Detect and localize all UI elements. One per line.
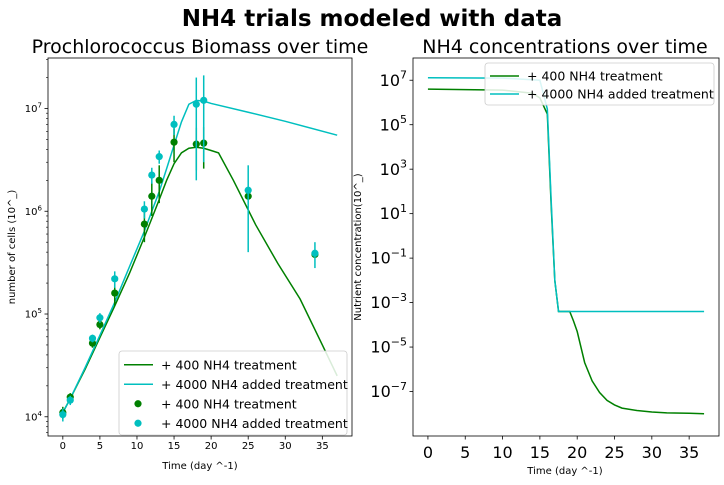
- nh4-x-tick-label: 20: [567, 443, 587, 462]
- nh4-y-tick-label: 105: [380, 113, 407, 134]
- biomass-data-point: [66, 396, 74, 404]
- nh4-legend-box: [484, 62, 715, 106]
- biomass-series-line-1: [62, 99, 338, 413]
- biomass-data-point: [111, 275, 119, 283]
- biomass-plot-frame: [47, 57, 353, 437]
- nh4-y-axis-label: Nutrient concentration(10^_): [353, 173, 364, 320]
- nh4-y-tick-label: 107: [380, 69, 407, 90]
- biomass-y-tick-label: 105: [25, 307, 42, 321]
- biomass-legend-label: + 4000 NH4 added treatment: [161, 416, 348, 431]
- biomass-data-point: [192, 100, 200, 108]
- biomass-data-point: [59, 410, 67, 419]
- biomass-data-point: [244, 186, 252, 194]
- biomass-y-axis-label: number of cells (10^_): [7, 190, 18, 305]
- nh4-x-tick-label: 5: [460, 443, 470, 462]
- nh4-y-tick-label: 10−1: [370, 247, 407, 268]
- biomass-data-point: [140, 220, 148, 228]
- biomass-legend-swatch: [134, 400, 142, 408]
- biomass-data-point: [148, 171, 156, 179]
- nh4-series-line-1: [427, 76, 705, 313]
- nh4-legend-label: + 400 NH4 treatment: [527, 69, 663, 84]
- biomass-data-point: [96, 320, 104, 329]
- nh4-chart: NH4 concentrations over time 0 5 10 15 20 25 3…: [353, 36, 720, 477]
- biomass-data-point: [88, 334, 97, 342]
- biomass-data-point: [311, 249, 319, 257]
- biomass-data-point: [111, 289, 119, 297]
- nh4-legend-label: + 4000 NH4 added treatment: [527, 87, 714, 102]
- nh4-y-tick-label: 101: [380, 202, 407, 223]
- biomass-data-point: [140, 205, 148, 213]
- biomass-series-line-0: [62, 146, 338, 413]
- nh4-y-tick-label: 10−7: [370, 380, 407, 401]
- biomass-x-tick-label: 30: [279, 441, 292, 452]
- biomass-x-tick-label: 25: [242, 441, 255, 452]
- nh4-x-tick-label: 30: [642, 443, 662, 462]
- biomass-legend-swatch: [134, 419, 142, 427]
- biomass-chart: Prochlorococcus Biomass over time 0 5 10 15…: [7, 36, 368, 472]
- biomass-x-axis-label: Time (day ^-1): [161, 461, 237, 472]
- nh4-x-tick-label: 0: [423, 443, 433, 462]
- biomass-data-point: [155, 153, 163, 161]
- nh4-plot-frame: [412, 57, 720, 437]
- biomass-data-point: [170, 138, 178, 146]
- biomass-legend-label: + 400 NH4 treatment: [161, 396, 297, 411]
- nh4-x-tick-label: 35: [679, 443, 699, 462]
- biomass-legend: + 400 NH4 treatment + 4000 NH4 added trea…: [118, 350, 348, 436]
- nh4-y-tick-label: 10−5: [370, 335, 407, 356]
- biomass-x-tick-label: 35: [316, 441, 329, 452]
- biomass-x-tick-label: 20: [205, 441, 218, 452]
- biomass-legend-label: + 4000 NH4 added treatment: [161, 377, 348, 392]
- nh4-x-tick-label: 25: [604, 443, 624, 462]
- biomass-chart-title: Prochlorococcus Biomass over time: [32, 36, 369, 58]
- biomass-x-tick-label: 5: [97, 441, 103, 452]
- nh4-x-tick-label: 10: [492, 443, 512, 462]
- biomass-legend-label: + 400 NH4 treatment: [161, 357, 297, 372]
- biomass-data-point: [148, 192, 156, 200]
- biomass-y-tick-label: 104: [25, 410, 43, 424]
- biomass-x-tick-label: 10: [131, 441, 144, 452]
- biomass-data-point: [96, 314, 104, 322]
- figure-title: NH4 trials modeled with data: [182, 6, 563, 32]
- biomass-legend-box: [118, 350, 348, 436]
- biomass-data-point: [155, 176, 163, 184]
- nh4-series-line-0: [427, 88, 705, 415]
- nh4-x-tick-label: 15: [530, 443, 550, 462]
- nh4-x-axis-label: Time (day ^-1): [526, 466, 602, 477]
- nh4-y-tick-label: 103: [380, 158, 407, 179]
- biomass-x-tick-label: 15: [168, 441, 181, 452]
- biomass-data-point: [170, 120, 178, 129]
- biomass-x-tick-label: 0: [60, 441, 66, 452]
- nh4-chart-title: NH4 concentrations over time: [422, 36, 708, 58]
- nh4-legend: + 400 NH4 treatment + 4000 NH4 added trea…: [484, 62, 715, 106]
- biomass-y-tick-label: 107: [25, 101, 42, 115]
- biomass-data-point: [200, 96, 208, 104]
- biomass-y-tick-label: 106: [25, 204, 43, 218]
- nh4-y-tick-label: 10−3: [370, 291, 407, 312]
